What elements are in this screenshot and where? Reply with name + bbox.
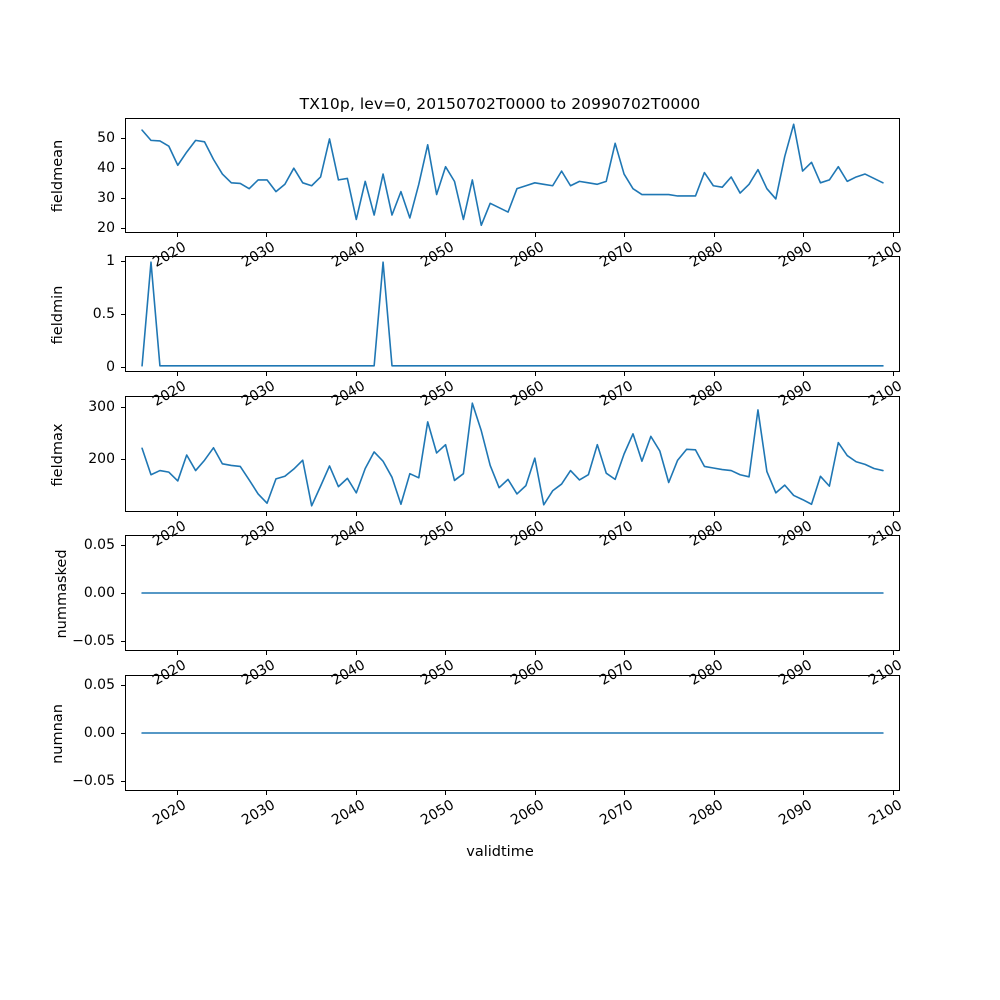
- xtick-mark: [445, 512, 447, 516]
- xtick-mark: [803, 651, 805, 655]
- xtick-mark: [892, 651, 894, 655]
- ytick-label: −0.05: [72, 773, 115, 790]
- line-fieldmax: [126, 397, 899, 511]
- xtick-mark: [713, 372, 715, 376]
- xtick-label: 2100: [865, 797, 905, 829]
- xtick-mark: [534, 651, 536, 655]
- ytick-mark: [121, 684, 125, 686]
- ytick-mark: [121, 138, 125, 140]
- xtick-label: 2070: [597, 797, 637, 829]
- xlabel-validtime: validtime: [466, 844, 534, 860]
- ytick-mark: [121, 781, 125, 783]
- xtick-label: 2090: [776, 797, 816, 829]
- xtick-mark: [892, 791, 894, 795]
- xtick-mark: [176, 233, 178, 237]
- ytick-label: 0: [106, 358, 115, 375]
- xtick-mark: [355, 512, 357, 516]
- ytick-label: 50: [97, 130, 115, 147]
- figure-title: TX10p, lev=0, 20150702T0000 to 20990702T…: [299, 95, 701, 113]
- ytick-mark: [121, 459, 125, 461]
- line-fieldmean: [126, 119, 899, 232]
- axes-nummasked: [125, 535, 900, 651]
- xtick-mark: [266, 512, 268, 516]
- ytick-label: 0.5: [92, 306, 115, 322]
- xtick-mark: [355, 651, 357, 655]
- ytick-label: 30: [97, 189, 115, 206]
- ytick-mark: [121, 314, 125, 315]
- ytick-label: −0.05: [72, 633, 115, 650]
- xtick-mark: [892, 372, 894, 376]
- xtick-label: 2050: [418, 797, 458, 829]
- xtick-mark: [266, 372, 268, 376]
- xtick-mark: [713, 512, 715, 516]
- axes-fieldmin: [125, 256, 900, 372]
- xtick-mark: [445, 651, 447, 655]
- ytick-mark: [121, 227, 125, 229]
- xtick-mark: [803, 372, 805, 376]
- xtick-mark: [624, 791, 626, 795]
- line-numnan: [126, 676, 899, 790]
- xtick-mark: [803, 233, 805, 237]
- xtick-mark: [713, 233, 715, 237]
- xtick-mark: [176, 651, 178, 655]
- ytick-label: 40: [97, 160, 115, 177]
- xtick-mark: [176, 512, 178, 516]
- xtick-mark: [534, 791, 536, 795]
- xtick-mark: [624, 233, 626, 237]
- ytick-label: 20: [97, 219, 115, 236]
- ytick-label: 300: [88, 398, 115, 415]
- xtick-mark: [803, 791, 805, 795]
- xtick-mark: [445, 233, 447, 237]
- ytick-mark: [121, 641, 125, 643]
- ytick-mark: [121, 168, 125, 170]
- ytick-label: 0.00: [83, 585, 115, 601]
- xtick-label: 2080: [686, 797, 726, 829]
- xtick-label: 2040: [329, 797, 368, 829]
- ytick-mark: [121, 366, 125, 368]
- xtick-mark: [534, 372, 536, 376]
- ytick-mark: [121, 733, 125, 734]
- axes-fieldmax: [125, 396, 900, 512]
- ytick-label: 0.05: [83, 536, 115, 553]
- xtick-mark: [624, 372, 626, 376]
- xtick-mark: [624, 651, 626, 655]
- xtick-label: 2060: [507, 797, 547, 829]
- xtick-mark: [803, 512, 805, 516]
- xtick-mark: [445, 791, 447, 795]
- xtick-mark: [176, 372, 178, 376]
- axes-numnan: [125, 675, 900, 791]
- xtick-mark: [355, 233, 357, 237]
- xtick-label: 2020: [150, 797, 189, 829]
- ytick-label: 1: [106, 253, 115, 270]
- ytick-label: 0.00: [83, 725, 115, 741]
- xtick-mark: [266, 651, 268, 655]
- ytick-mark: [121, 261, 125, 263]
- xtick-mark: [176, 791, 178, 795]
- xtick-mark: [713, 791, 715, 795]
- axes-fieldmean: [125, 118, 900, 233]
- xtick-label: 2030: [239, 797, 279, 829]
- ytick-mark: [121, 593, 125, 594]
- ytick-mark: [121, 197, 125, 199]
- xtick-mark: [713, 651, 715, 655]
- xtick-mark: [266, 791, 268, 795]
- line-fieldmin: [126, 257, 899, 371]
- xtick-mark: [266, 233, 268, 237]
- xtick-mark: [445, 372, 447, 376]
- ytick-label: 0.05: [83, 676, 115, 693]
- ytick-mark: [121, 544, 125, 546]
- xtick-mark: [892, 233, 894, 237]
- xtick-mark: [355, 791, 357, 795]
- xtick-mark: [534, 233, 536, 237]
- ytick-mark: [121, 406, 125, 408]
- xtick-mark: [355, 372, 357, 376]
- line-nummasked: [126, 536, 899, 650]
- xtick-mark: [624, 512, 626, 516]
- xtick-mark: [534, 512, 536, 516]
- xtick-mark: [892, 512, 894, 516]
- ytick-label: 200: [88, 451, 115, 468]
